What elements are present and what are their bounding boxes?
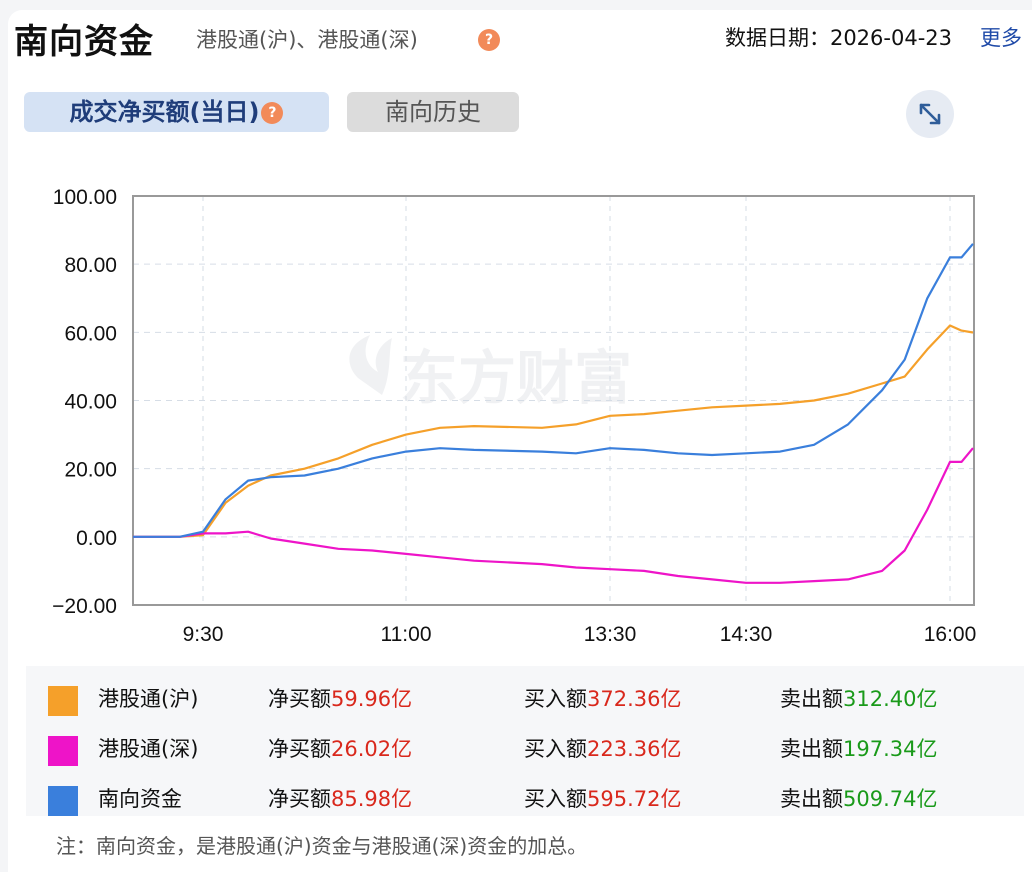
question-circle-icon[interactable]: ? xyxy=(261,102,284,124)
legend-row-hgt-sz: 港股通(深) 净买额26.02亿 买入额223.36亿 卖出额197.34亿 xyxy=(26,724,1024,774)
sell-amount: 卖出额197.34亿 xyxy=(780,737,938,761)
svg-text:11:00: 11:00 xyxy=(381,623,432,646)
svg-text:40.00: 40.00 xyxy=(64,391,117,414)
series-name: 港股通(深) xyxy=(98,737,199,761)
footnote: 注：南向资金，是港股通(沪)资金与港股通(深)资金的加总。 xyxy=(56,834,588,858)
tab-label: 成交净买额(当日) xyxy=(69,98,260,126)
legend-row-south-total: 南向资金 净买额85.98亿 买入额595.72亿 卖出额509.74亿 xyxy=(26,774,1024,824)
series-name: 港股通(沪) xyxy=(98,687,199,711)
question-circle-icon[interactable]: ? xyxy=(478,29,500,51)
expand-button[interactable] xyxy=(906,90,954,138)
svg-text:14:30: 14:30 xyxy=(720,623,773,646)
chart-grid xyxy=(133,196,974,605)
tab-south-history[interactable]: 南向历史 xyxy=(347,92,519,132)
svg-text:20.00: 20.00 xyxy=(64,459,117,482)
expand-arrows-icon xyxy=(919,103,941,125)
legend-swatch xyxy=(48,736,78,766)
sell-amount: 卖出额312.40亿 xyxy=(780,687,938,711)
svg-text:16:00: 16:00 xyxy=(924,623,977,646)
buy-amount: 买入额595.72亿 xyxy=(524,787,682,811)
more-link[interactable]: 更多 xyxy=(980,26,1022,50)
chart-axes xyxy=(132,195,975,606)
watermark-logo: 东方财富 xyxy=(349,335,632,412)
buy-amount: 买入额372.36亿 xyxy=(524,687,682,711)
sell-amount: 卖出额509.74亿 xyxy=(780,787,938,811)
legend-swatch xyxy=(48,686,78,716)
y-axis-labels: 100.00 80.00 60.00 40.00 20.00 0.00 −20.00 xyxy=(52,186,117,618)
svg-text:−20.00: −20.00 xyxy=(52,595,117,618)
svg-text:13:30: 13:30 xyxy=(584,623,637,646)
legend-table: 港股通(沪) 净买额59.96亿 买入额372.36亿 卖出额312.40亿 港… xyxy=(26,666,1024,816)
x-axis-labels: 9:30 11:00 13:30 14:30 16:00 xyxy=(183,623,977,646)
svg-text:80.00: 80.00 xyxy=(64,254,117,277)
page-subtitle: 港股通(沪)、港股通(深) ? xyxy=(196,24,500,54)
legend-row-hgt-sh: 港股通(沪) 净买额59.96亿 买入额372.36亿 卖出额312.40亿 xyxy=(26,674,1024,724)
net-buy: 净买额26.02亿 xyxy=(268,737,413,761)
svg-text:0.00: 0.00 xyxy=(76,527,117,550)
net-buy: 净买额85.98亿 xyxy=(268,787,413,811)
subtitle-text: 港股通(沪)、港股通(深) xyxy=(196,28,418,52)
series-name: 南向资金 xyxy=(98,787,182,811)
net-buy: 净买额59.96亿 xyxy=(268,687,413,711)
watermark-text: 东方财富 xyxy=(400,344,632,412)
svg-text:100.00: 100.00 xyxy=(53,186,117,209)
chart-series xyxy=(133,243,974,584)
net-buy-line-chart: 东方财富 100.00 80.00 60.00 40.00 20.00 0.00 −20.0… xyxy=(52,186,977,646)
svg-text:9:30: 9:30 xyxy=(183,623,224,646)
buy-amount: 买入额223.36亿 xyxy=(524,737,682,761)
data-date: 数据日期：2026-04-23 xyxy=(724,26,952,50)
tab-net-buy-today[interactable]: 成交净买额(当日)? xyxy=(24,92,329,132)
legend-swatch xyxy=(48,786,78,816)
page-title: 南向资金 xyxy=(14,22,154,62)
svg-text:60.00: 60.00 xyxy=(64,322,117,345)
